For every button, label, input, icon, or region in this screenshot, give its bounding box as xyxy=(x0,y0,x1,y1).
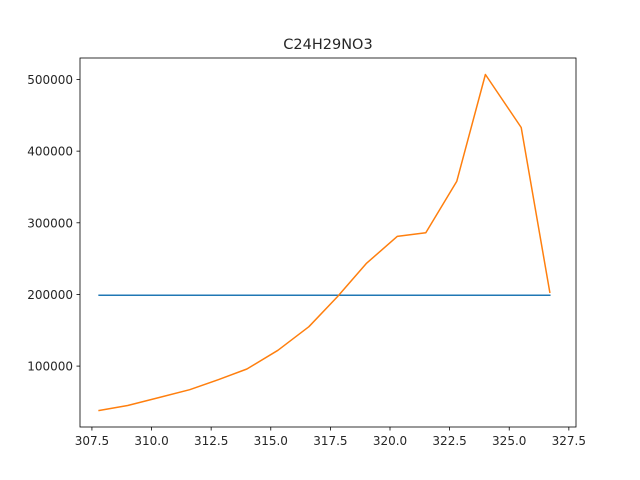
x-tick-label: 325.0 xyxy=(492,434,526,448)
x-tick-label: 327.5 xyxy=(552,434,586,448)
plot-area xyxy=(98,73,551,412)
x-tick-label: 307.5 xyxy=(75,434,109,448)
x-tick-label: 322.5 xyxy=(432,434,466,448)
y-tick-label: 200000 xyxy=(27,288,73,302)
chart-title: C24H29NO3 xyxy=(283,37,372,53)
x-tick-label: 310.0 xyxy=(134,434,168,448)
x-tick-label: 315.0 xyxy=(254,434,288,448)
x-tick-label: 312.5 xyxy=(194,434,228,448)
y-tick-label: 500000 xyxy=(27,73,73,87)
y-tick-label: 400000 xyxy=(27,145,73,159)
axes: 307.5 310.0 312.5 315.0 317.5 320.0 322.5 325.0… xyxy=(27,57,586,448)
x-tick-label: 317.5 xyxy=(313,434,347,448)
y-tick-label: 100000 xyxy=(27,360,73,374)
series-line-2 xyxy=(98,73,551,412)
axes-frame xyxy=(79,57,577,428)
y-tick-label: 300000 xyxy=(27,216,73,230)
x-tick-label: 320.0 xyxy=(373,434,407,448)
